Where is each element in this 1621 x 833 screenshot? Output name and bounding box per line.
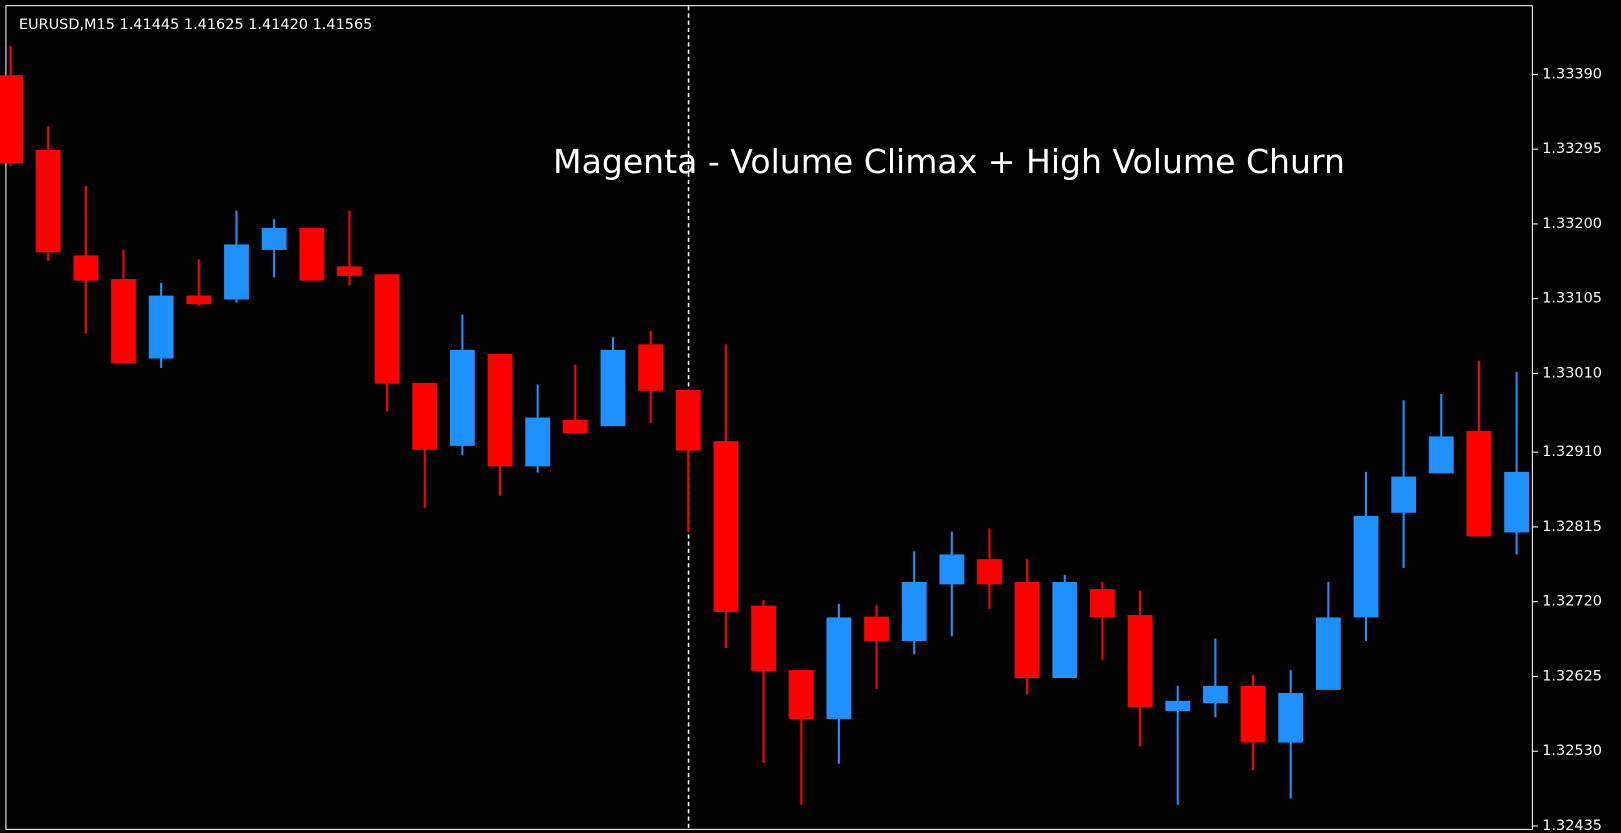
- candle-body: [1052, 582, 1078, 679]
- candle-body: [1014, 582, 1040, 679]
- candle-body: [600, 349, 626, 427]
- candle-body: [977, 559, 1002, 585]
- candle-body: [638, 344, 664, 391]
- candle-body: [73, 255, 99, 281]
- candle-body: [412, 382, 438, 450]
- y-tick-label: 1.33105: [1542, 291, 1602, 307]
- candle-body: [1278, 692, 1304, 743]
- y-tick-label: 1.32720: [1542, 594, 1602, 610]
- candle-body: [562, 419, 588, 434]
- candle-body: [261, 227, 287, 250]
- candle-body: [1353, 515, 1379, 618]
- candle-body: [337, 266, 362, 276]
- candle-body: [675, 389, 701, 451]
- candle-body: [1504, 471, 1529, 533]
- y-tick-label: 1.32910: [1542, 444, 1602, 460]
- candle-body: [713, 441, 739, 612]
- candle-body: [1428, 436, 1454, 474]
- candle-body: [525, 417, 551, 467]
- candle-body: [788, 670, 814, 719]
- candle-body: [901, 582, 927, 642]
- y-tick-label: 1.33390: [1542, 66, 1602, 82]
- candle-body: [1165, 700, 1191, 712]
- candle-body: [1391, 476, 1417, 513]
- candle-body: [111, 279, 136, 364]
- annotation: Magenta - Volume Climax + High Volume Ch…: [553, 142, 1345, 181]
- candle-body: [864, 616, 889, 642]
- y-tick-label: 1.33010: [1542, 365, 1602, 381]
- candle-body: [0, 75, 23, 164]
- plot-frame: [5, 5, 1533, 830]
- y-tick-label: 1.33295: [1542, 141, 1602, 157]
- y-tick-label: 1.32815: [1542, 519, 1602, 535]
- candle-body: [826, 617, 852, 719]
- candle-body: [1315, 617, 1341, 690]
- candle-body: [1240, 685, 1266, 743]
- chart-header: EURUSD,M15 1.41445 1.41625 1.41420 1.415…: [19, 17, 373, 33]
- candle-body: [1202, 685, 1228, 704]
- candle-body: [224, 244, 249, 300]
- candle-body: [374, 274, 400, 384]
- candle-body: [939, 554, 965, 585]
- y-tick-label: 1.32530: [1542, 743, 1602, 759]
- y-tick-label: 1.33200: [1542, 216, 1602, 232]
- candle-body: [299, 227, 325, 281]
- y-tick-label: 1.32435: [1542, 818, 1602, 833]
- candle-body: [449, 349, 475, 446]
- candle-body: [1090, 589, 1115, 618]
- candle-body: [487, 353, 513, 467]
- candle-body: [148, 295, 174, 359]
- candle-body: [1466, 430, 1492, 537]
- candle-body: [1127, 615, 1153, 708]
- candle-body: [751, 605, 776, 671]
- candle-body: [186, 295, 212, 305]
- candle-body: [35, 149, 61, 253]
- y-tick-label: 1.32625: [1542, 668, 1602, 684]
